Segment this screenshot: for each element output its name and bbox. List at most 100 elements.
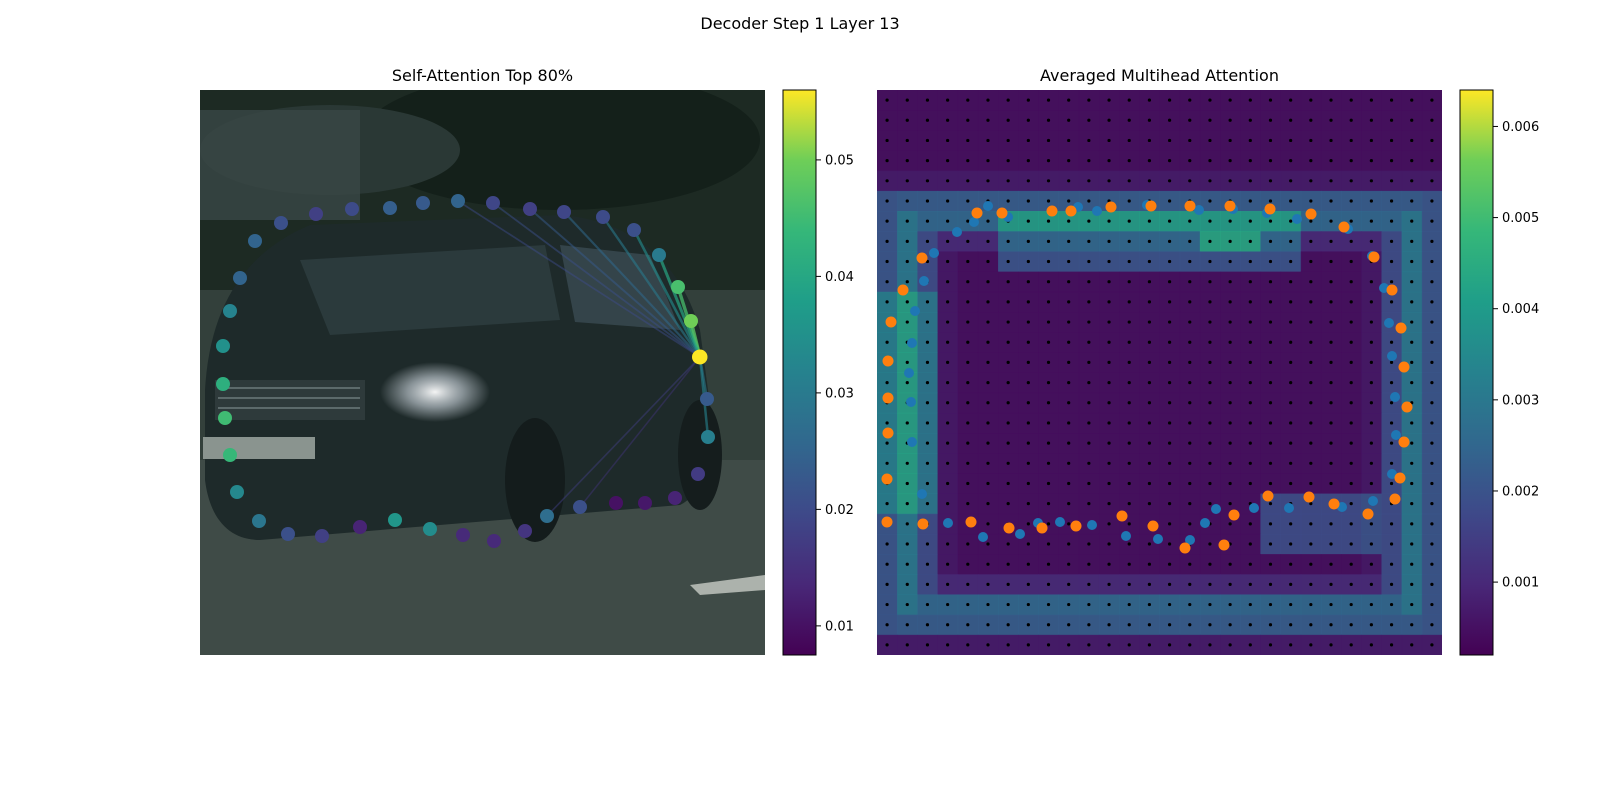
grid-dot: [1410, 582, 1414, 586]
attention-point: [216, 377, 230, 391]
attention-line: [529, 208, 701, 358]
grid-dot: [1026, 259, 1030, 264]
grid-dot: [1046, 179, 1051, 183]
grid-dot: [966, 380, 970, 385]
left-panel-title: Self-Attention Top 80%: [391, 66, 574, 85]
orange-point: [1224, 200, 1236, 212]
grid-dot: [1188, 159, 1192, 163]
orange-point: [881, 516, 893, 528]
grid-dot: [1289, 602, 1293, 607]
grid-dot: [1430, 481, 1434, 486]
grid-dot: [1188, 602, 1192, 607]
grid-dot: [1147, 219, 1152, 223]
grid-dot: [1107, 562, 1111, 566]
grid-dot: [966, 98, 970, 102]
grid-dot: [1208, 481, 1212, 486]
blue-point: [1368, 496, 1378, 506]
grid-dot: [1087, 441, 1091, 445]
grid-dot: [1268, 138, 1273, 143]
grid-dot: [1147, 461, 1152, 465]
grid-dot: [1147, 562, 1152, 566]
grid-dot: [1349, 643, 1353, 647]
grid-dot: [925, 623, 930, 627]
grid-dot: [885, 643, 889, 647]
grid-dot: [1208, 280, 1212, 284]
orange-point: [1389, 493, 1401, 505]
grid-dot: [1289, 98, 1293, 102]
grid-dot: [1268, 542, 1273, 546]
grid-dot: [1309, 481, 1313, 486]
grid-dot: [1248, 320, 1252, 324]
colorbar-tick-label: 0.001: [1502, 576, 1539, 591]
grid-dot: [1248, 441, 1252, 445]
grid-dot: [1188, 280, 1192, 284]
grid-dot: [1228, 602, 1232, 607]
grid-dot: [1410, 522, 1414, 526]
grid-dot: [1167, 179, 1172, 183]
blue-point: [1249, 503, 1259, 513]
grid-dot: [885, 138, 889, 143]
grid-dot: [1228, 643, 1232, 647]
grid-dot: [1147, 643, 1152, 647]
grid-dot: [1329, 562, 1333, 566]
grid-dot: [1430, 542, 1434, 546]
attention-line: [657, 254, 702, 358]
grid-dot: [905, 179, 909, 183]
grid-dot: [1087, 320, 1091, 324]
grid-dot: [1188, 643, 1192, 647]
grid-dot: [946, 98, 950, 102]
grid-dot: [1289, 280, 1293, 284]
grid-dot: [925, 602, 930, 607]
grid-dot: [1107, 623, 1111, 627]
grid-dot: [1228, 380, 1232, 385]
grid-dot: [1389, 300, 1394, 304]
grid-dot: [905, 623, 909, 627]
grid-dot: [1248, 380, 1252, 385]
blue-point: [983, 201, 993, 211]
grid-dot: [1268, 643, 1273, 647]
grid-dot: [1208, 259, 1212, 264]
grid-dot: [1289, 481, 1293, 486]
grid-dot: [1087, 138, 1091, 143]
grid-dot: [986, 441, 990, 445]
grid-dot: [1329, 441, 1333, 445]
grid-dot: [1349, 421, 1353, 425]
grid-dot: [1188, 562, 1192, 566]
grid-dot: [1026, 542, 1030, 546]
grid-dot: [1127, 582, 1131, 586]
grid-dot: [885, 300, 889, 304]
grid-dot: [1046, 481, 1051, 486]
grid-dot: [905, 98, 909, 102]
grid-dot: [1248, 280, 1252, 284]
attention-point: [638, 496, 652, 510]
grid-dot: [1147, 300, 1152, 304]
colorbar-tick-label: 0.05: [825, 153, 854, 168]
grid-dot: [1167, 320, 1172, 324]
grid-dot: [1329, 179, 1333, 183]
grid-dot: [1329, 542, 1333, 546]
grid-dot: [1107, 602, 1111, 607]
grid-dot: [1147, 602, 1152, 607]
grid-dot: [885, 602, 889, 607]
grid-dot: [1006, 300, 1010, 304]
grid-dot: [1228, 481, 1232, 486]
grid-dot: [1329, 239, 1333, 243]
grid-dot: [925, 421, 930, 425]
orange-point: [1394, 472, 1406, 484]
grid-dot: [1268, 623, 1273, 627]
grid-dot: [1208, 643, 1212, 647]
grid-dot: [1107, 461, 1111, 465]
grid-dot: [1026, 280, 1030, 284]
grid-dot: [1006, 360, 1010, 365]
grid-dot: [925, 481, 930, 486]
grid-dot: [1107, 360, 1111, 365]
grid-dot: [1268, 280, 1273, 284]
attention-point: [451, 194, 465, 208]
grid-dot: [1268, 320, 1273, 324]
orange-point: [1386, 284, 1398, 296]
grid-dot: [1188, 179, 1192, 183]
grid-dot: [1349, 522, 1353, 526]
grid-dot: [966, 118, 970, 122]
orange-point: [1046, 205, 1058, 217]
grid-dot: [1067, 441, 1071, 445]
